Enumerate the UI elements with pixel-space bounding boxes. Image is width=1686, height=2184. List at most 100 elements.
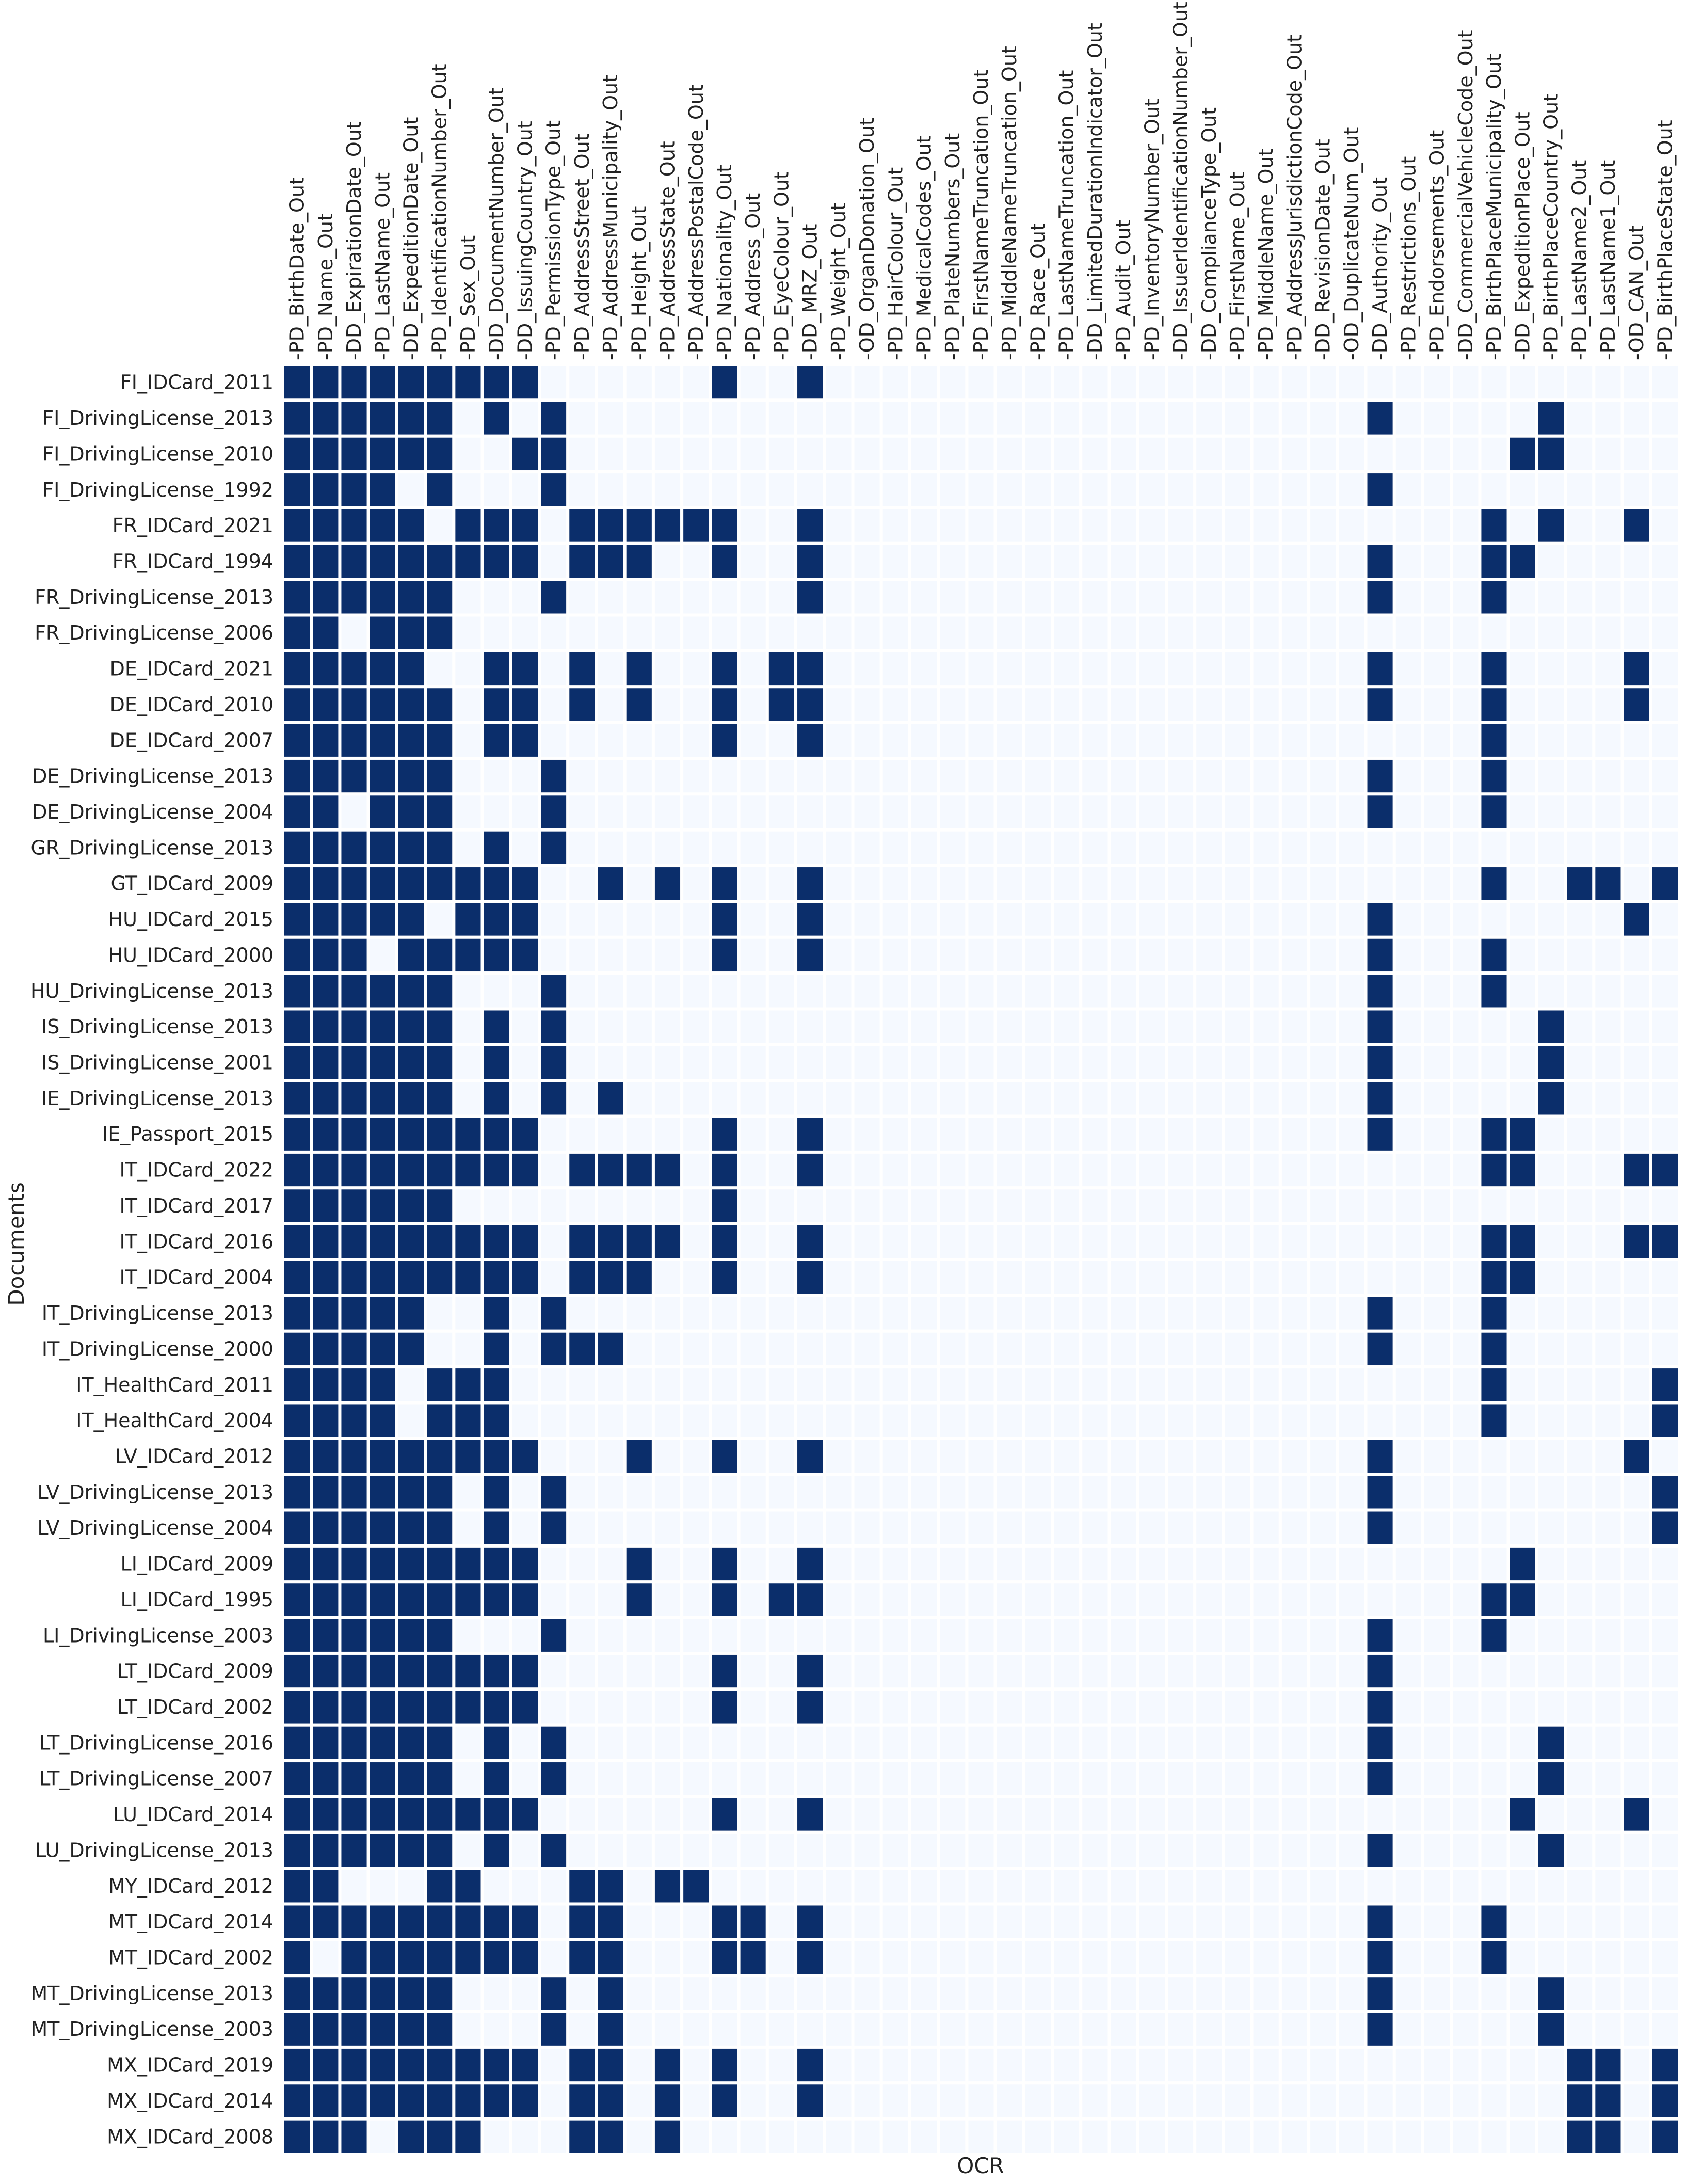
heatmap-cell: [937, 685, 969, 724]
heatmap-cell: [709, 1651, 741, 1691]
heatmap-cell: [709, 1186, 741, 1225]
heatmap-cell: [424, 1258, 456, 1297]
heatmap-cell: [965, 1114, 997, 1154]
heatmap-cell: [737, 1043, 769, 1082]
heatmap-cell: [1079, 649, 1111, 689]
heatmap-cell: [1620, 828, 1652, 868]
heatmap-cell: [395, 578, 427, 617]
heatmap-cell: [1193, 398, 1225, 438]
heatmap-cell: [908, 1830, 940, 1870]
heatmap-cell: [1535, 1079, 1567, 1118]
heatmap-cell: [338, 1687, 370, 1727]
heatmap-cell: [1222, 1150, 1254, 1190]
heatmap-cell: [480, 1437, 512, 1476]
heatmap-cell: [1107, 1258, 1139, 1297]
heatmap-cell: [1564, 1043, 1596, 1082]
heatmap-cell: [680, 398, 712, 438]
heatmap-cell: [1364, 363, 1396, 402]
heatmap-cell: [1193, 1544, 1225, 1584]
heatmap-cell: [908, 1616, 940, 1655]
heatmap-cell: [1307, 1401, 1339, 1440]
heatmap-cell: [538, 1902, 570, 1941]
heatmap-cell: [651, 1150, 684, 1190]
heatmap-cell: [737, 1437, 769, 1476]
heatmap-cell: [879, 1365, 911, 1405]
heatmap-cell: [1307, 1723, 1339, 1763]
heatmap-cell: [794, 434, 826, 474]
heatmap-cell: [1392, 792, 1424, 832]
heatmap-cell: [1051, 1759, 1083, 1798]
heatmap-cell: [1250, 1508, 1282, 1548]
heatmap-cell: [1164, 613, 1197, 652]
heatmap-cell: [281, 2117, 313, 2157]
heatmap-cell: [395, 1437, 427, 1476]
heatmap-cell: [1450, 398, 1482, 438]
heatmap-cell: [1364, 541, 1396, 581]
heatmap-cell: [1506, 756, 1538, 796]
heatmap-cell: [1592, 1508, 1624, 1548]
heatmap-cell: [366, 1294, 398, 1333]
heatmap-cell: [1222, 828, 1254, 868]
heatmap-cell: [452, 2081, 484, 2121]
heatmap-cell: [1421, 1616, 1453, 1655]
heatmap-cell: [310, 685, 342, 724]
heatmap-cell: [937, 1580, 969, 1619]
heatmap-cell: [851, 2117, 883, 2157]
heatmap-cell: [1136, 1294, 1168, 1333]
heatmap-cell: [1136, 1580, 1168, 1619]
heatmap-cell: [595, 935, 627, 975]
heatmap-cell: [851, 1759, 883, 1798]
heatmap-cell: [623, 1258, 655, 1297]
heatmap-cell: [1336, 1759, 1368, 1798]
heatmap-cell: [1450, 1723, 1482, 1763]
heatmap-cell: [709, 2117, 741, 2157]
heatmap-cell: [1450, 2081, 1482, 2121]
heatmap-cell: [1278, 1830, 1311, 1870]
heatmap-cell: [1506, 506, 1538, 545]
heatmap-cell: [1107, 1401, 1139, 1440]
heatmap-cell: [509, 864, 541, 903]
heatmap-cell: [993, 935, 1025, 975]
heatmap-cell: [1079, 1329, 1111, 1369]
heatmap-cell: [566, 1222, 598, 1261]
heatmap-cell: [1364, 935, 1396, 975]
heatmap-cell: [1592, 1902, 1624, 1941]
heatmap-cell: [1450, 900, 1482, 939]
heatmap-cell: [1136, 864, 1168, 903]
heatmap-cell: [424, 828, 456, 868]
column-tick-label: -PD_BirthPlaceState_Out: [1653, 120, 1676, 360]
heatmap-cell: [823, 756, 855, 796]
heatmap-cell: [1079, 1651, 1111, 1691]
heatmap-cell: [794, 1974, 826, 2013]
heatmap-cell: [366, 971, 398, 1011]
heatmap-cell: [1222, 1043, 1254, 1082]
heatmap-cell: [765, 2081, 798, 2121]
heatmap-cell: [623, 828, 655, 868]
heatmap-cell: [480, 578, 512, 617]
heatmap-cell: [452, 1651, 484, 1691]
heatmap-cell: [1164, 756, 1197, 796]
heatmap-cell: [1450, 1974, 1482, 2013]
heatmap-cell: [908, 935, 940, 975]
heatmap-cell: [1421, 1258, 1453, 1297]
heatmap-cell: [680, 1365, 712, 1405]
heatmap-cell: [1620, 1830, 1652, 1870]
heatmap-cell: [623, 2010, 655, 2049]
heatmap-cell: [310, 1294, 342, 1333]
heatmap-cell: [1051, 721, 1083, 760]
heatmap-cell: [737, 2010, 769, 2049]
heatmap-cell: [1278, 2081, 1311, 2121]
heatmap-cell: [993, 1830, 1025, 1870]
heatmap-cell: [1450, 1867, 1482, 1906]
heatmap-cell: [509, 721, 541, 760]
heatmap-cell: [1620, 2081, 1652, 2121]
heatmap-cell: [1564, 828, 1596, 868]
heatmap-cell: [452, 900, 484, 939]
heatmap-cell: [366, 649, 398, 689]
heatmap-cell: [1450, 1294, 1482, 1333]
heatmap-cell: [1022, 2045, 1054, 2085]
heatmap-cell: [680, 1114, 712, 1154]
heatmap-cell: [1450, 2045, 1482, 2085]
heatmap-cell: [1592, 506, 1624, 545]
heatmap-cell: [680, 1007, 712, 1046]
